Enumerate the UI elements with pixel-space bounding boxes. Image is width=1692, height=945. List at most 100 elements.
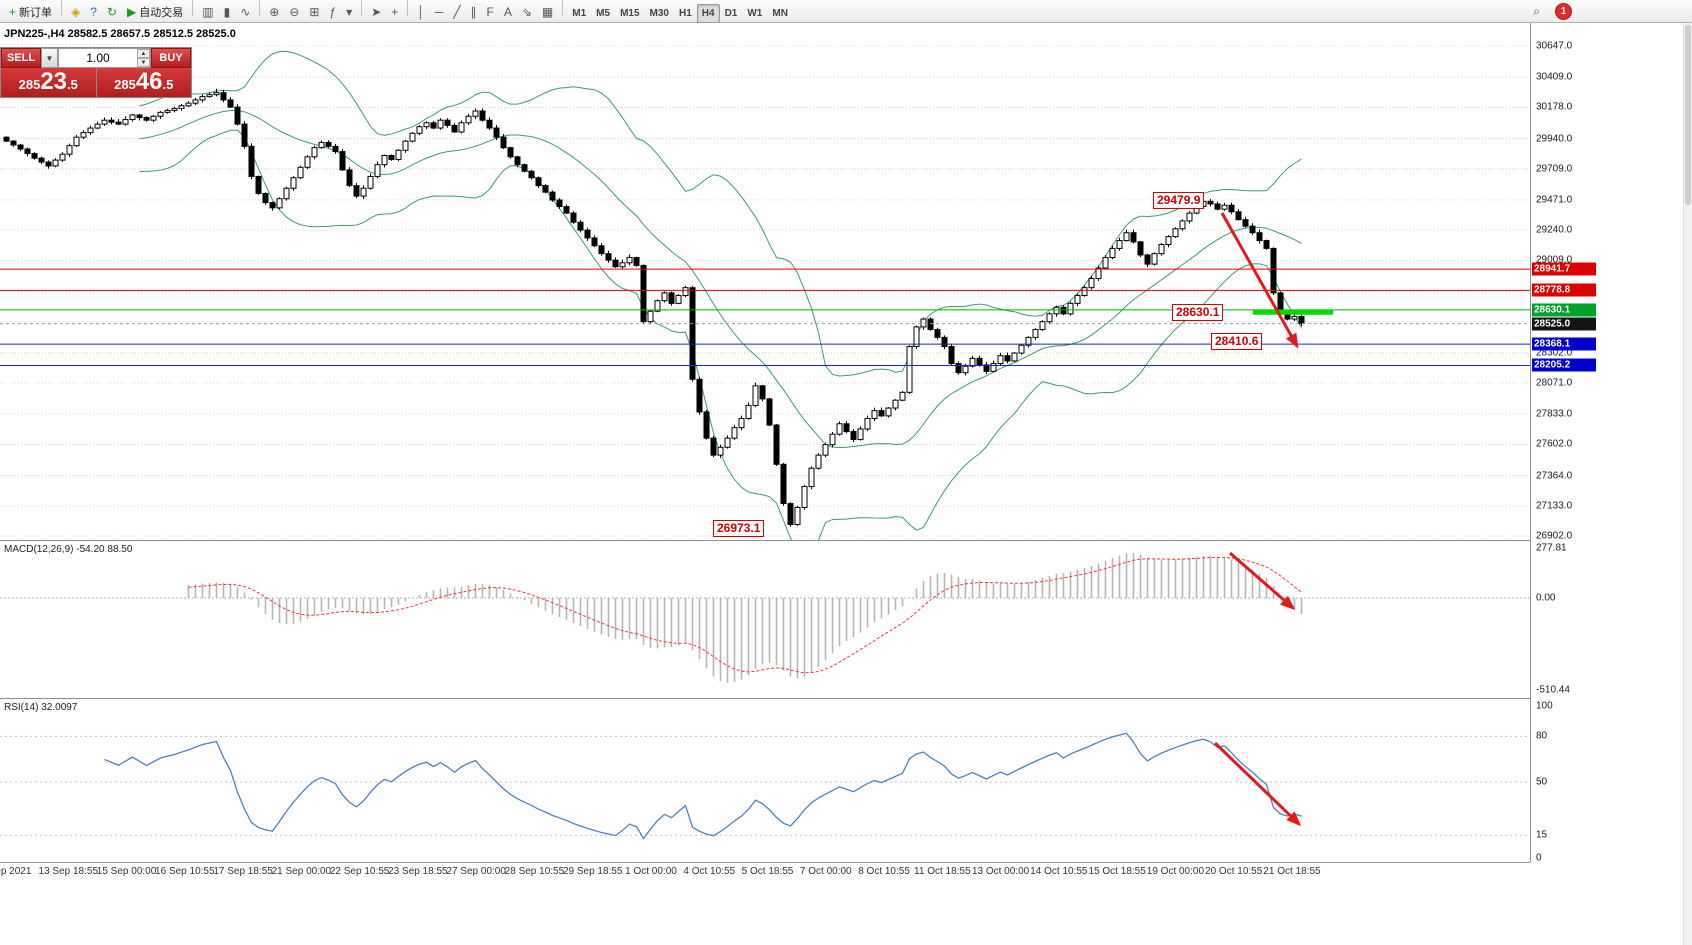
rsi-label: RSI(14) 32.0097 [4, 702, 77, 713]
tile-windows-button[interactable]: ⊞ [304, 2, 324, 21]
rsi-axis-label: 15 [1536, 829, 1548, 841]
rsi-indicator-pane[interactable] [0, 699, 1530, 862]
channel-button[interactable]: ∥ [465, 2, 481, 21]
toolbar-separator [562, 0, 564, 16]
sell-price-suffix: .5 [67, 77, 78, 92]
trade-options-dropdown[interactable]: ▼ [41, 48, 58, 68]
pane-separator-rsi[interactable] [0, 698, 1600, 699]
metaeditor-button[interactable]: ◈ [66, 2, 85, 21]
help-button[interactable]: ? [85, 2, 102, 21]
fibonacci-button[interactable]: F [481, 2, 498, 21]
time-axis-label: 14 Oct 10:55 [1030, 866, 1088, 877]
price-axis-label: 27364.0 [1536, 470, 1573, 482]
volume-spinner: ▲ ▼ [137, 49, 150, 67]
pane-separator-macd[interactable] [0, 540, 1600, 541]
main-toolbar: + 新订单 ◈? ↻ ▶ 自动交易 ▥ ▮ ∿ ⊕ ⊖ ⊞ ƒ ▾ ➤ + │ ─ ╱ ∥ F A ⇘ ▦ M1 M5 M15 M30… [0, 0, 1692, 23]
time-axis-label: 7 Oct 00:00 [799, 866, 852, 877]
vertical-scrollbar[interactable] [1683, 23, 1692, 945]
timeframe-m30[interactable]: M30 [645, 4, 674, 23]
timeframe-m15[interactable]: M15 [615, 4, 644, 23]
timeframe-h4[interactable]: H4 [696, 3, 720, 23]
toolbar-separator [192, 0, 194, 16]
buy-price-big: 46 [135, 68, 163, 95]
buy-price[interactable]: 28546.5 [96, 68, 191, 97]
price-annotation: 29479.9 [1153, 192, 1205, 209]
search-button[interactable]: ⌕ [1528, 2, 1545, 21]
buy-button[interactable]: BUY [151, 48, 191, 68]
cursor-icon: ➤ [371, 4, 382, 19]
trend-arrow[interactable] [1220, 212, 1299, 349]
timeframe-h1[interactable]: H1 [674, 4, 697, 23]
time-axis-label: 5 Oct 18:55 [741, 866, 794, 877]
rsi-axis-label: 50 [1536, 776, 1548, 788]
sell-price[interactable]: 28523.5 [1, 68, 96, 97]
price-level-tag[interactable]: 28778.8 [1532, 283, 1596, 297]
trend-arrow[interactable] [1229, 551, 1296, 610]
vertical-line-button[interactable]: │ [412, 2, 430, 21]
macd-indicator-pane[interactable] [0, 541, 1530, 698]
price-axis-label: 30647.0 [1536, 40, 1573, 52]
price-axis-label: 27602.0 [1536, 438, 1573, 450]
toolbar-separator [407, 0, 409, 16]
time-axis-label: Sep 2021 [0, 866, 32, 877]
price-axis[interactable]: 30647.0 30409.0 30178.0 29940.0 29709.0 29471… [1530, 23, 1601, 864]
scrollbar-thumb[interactable] [1685, 25, 1691, 205]
price-axis-label: 29240.0 [1536, 224, 1573, 236]
timeframe-m1[interactable]: M1 [567, 4, 591, 23]
zoom-out-button[interactable]: ⊖ [284, 2, 304, 21]
timeframe-d1[interactable]: D1 [720, 4, 743, 23]
buy-price-prefix: 285 [114, 77, 136, 92]
periods-dropdown-button[interactable]: ▾ [341, 2, 357, 21]
trendline-button[interactable]: ╱ [448, 2, 465, 21]
autotrading-button[interactable]: ▶ 自动交易 [122, 2, 188, 21]
timeframe-w1[interactable]: W1 [742, 4, 767, 23]
arrows-button[interactable]: ⇘ [517, 2, 537, 21]
timeframe-m30-label: M30 [649, 7, 669, 19]
time-axis-label: 11 Oct 18:55 [914, 866, 971, 877]
price-level-tag[interactable]: 28205.2 [1532, 358, 1596, 372]
timeframe-m5[interactable]: M5 [591, 4, 615, 23]
chevron-down-icon: ▼ [45, 53, 54, 63]
indicators-button[interactable]: ƒ [324, 2, 341, 21]
rsi-axis-label: 80 [1536, 730, 1548, 742]
price-level-tag[interactable]: 28525.0 [1532, 317, 1596, 331]
price-annotation: 26973.1 [713, 520, 765, 537]
price-annotation: 28630.1 [1172, 304, 1224, 321]
metaeditor-icon: ◈ [71, 4, 81, 19]
zoom-in-button[interactable]: ⊕ [264, 2, 284, 21]
main-price-chart[interactable] [0, 23, 1530, 540]
new-order-button[interactable]: + 新订单 [4, 2, 57, 21]
text-button[interactable]: A [499, 2, 517, 21]
timeframe-mn[interactable]: MN [767, 4, 793, 23]
volume-down-button[interactable]: ▼ [137, 58, 150, 67]
autotrading-button-label: 自动交易 [139, 6, 184, 19]
candlestick-chart-button[interactable]: ▮ [219, 2, 236, 21]
price-level-tag[interactable]: 28368.1 [1532, 337, 1596, 351]
periods-dropdown-icon: ▾ [346, 4, 353, 19]
price-level-tag[interactable]: 28630.1 [1532, 303, 1596, 317]
line-chart-icon: ∿ [240, 4, 251, 19]
time-axis-label: 27 Sep 00:00 [446, 866, 506, 877]
notification-badge[interactable]: 1 [1555, 2, 1572, 20]
price-level-tag[interactable]: 28941.7 [1532, 262, 1596, 276]
time-axis-label: 16 Sep 10:55 [155, 866, 215, 877]
sell-button[interactable]: SELL [1, 48, 41, 68]
time-axis-label: 4 Oct 10:55 [683, 866, 736, 877]
volume-up-button[interactable]: ▲ [137, 49, 150, 58]
time-axis-label: 8 Oct 10:55 [858, 866, 910, 877]
price-axis-label: 27833.0 [1536, 408, 1573, 420]
line-chart-button[interactable]: ∿ [235, 2, 255, 21]
cursor-button[interactable]: ➤ [366, 2, 386, 21]
volume-input[interactable] [59, 49, 137, 67]
bar-chart-button[interactable]: ▥ [197, 2, 218, 21]
horizontal-line-button[interactable]: ─ [430, 2, 449, 21]
shapes-button[interactable]: ▦ [537, 2, 558, 21]
price-axis-label: 30178.0 [1536, 101, 1573, 113]
buy-price-suffix: .5 [162, 77, 174, 92]
refresh-button[interactable]: ↻ [102, 2, 122, 21]
crosshair-button[interactable]: + [386, 2, 403, 21]
trend-arrow[interactable] [1213, 741, 1302, 827]
tile-windows-icon: ⊞ [309, 4, 320, 19]
rsi-axis-label: 0 [1536, 852, 1542, 864]
